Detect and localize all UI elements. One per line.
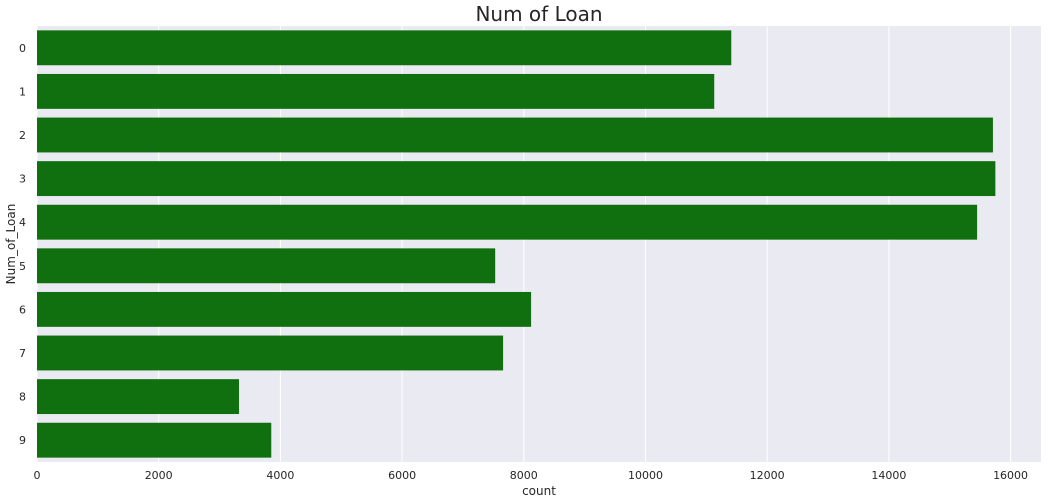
x-tick-label: 2000 bbox=[145, 469, 173, 482]
bar bbox=[37, 73, 715, 109]
y-tick-label: 5 bbox=[19, 260, 26, 273]
y-tick-label: 0 bbox=[19, 42, 26, 55]
bar bbox=[37, 248, 496, 284]
bar bbox=[37, 204, 978, 240]
bar bbox=[37, 422, 272, 458]
x-tick-label: 10000 bbox=[628, 469, 663, 482]
bar bbox=[37, 161, 996, 197]
x-axis-label: count bbox=[522, 484, 556, 498]
y-tick-label: 2 bbox=[19, 129, 26, 142]
y-tick-label: 9 bbox=[19, 434, 26, 447]
bar bbox=[37, 117, 993, 153]
y-tick-label: 4 bbox=[19, 216, 26, 229]
bar bbox=[37, 291, 532, 327]
y-tick-label: 8 bbox=[19, 391, 26, 404]
y-tick-label: 1 bbox=[19, 85, 26, 98]
bar bbox=[37, 30, 732, 66]
x-tick-label: 8000 bbox=[510, 469, 538, 482]
x-tick-label: 6000 bbox=[388, 469, 416, 482]
y-tick-label: 6 bbox=[19, 303, 26, 316]
chart-title: Num of Loan bbox=[475, 2, 602, 26]
y-tick-label: 7 bbox=[19, 347, 26, 360]
x-tick-label: 0 bbox=[34, 469, 41, 482]
x-tick-label: 14000 bbox=[871, 469, 906, 482]
y-tick-label: 3 bbox=[19, 173, 26, 186]
y-tick-labels: 0 1 2 3 4 5 6 7 8 9 bbox=[19, 42, 26, 447]
x-tick-label: 12000 bbox=[750, 469, 785, 482]
y-axis-label: Num_of_Loan bbox=[4, 204, 18, 285]
bar bbox=[37, 335, 504, 371]
bar bbox=[37, 379, 240, 415]
bars bbox=[37, 30, 996, 458]
x-tick-label: 16000 bbox=[993, 469, 1028, 482]
x-tick-labels: 0 2000 4000 6000 8000 10000 12000 14000 16000 bbox=[34, 469, 1029, 482]
x-tick-label: 4000 bbox=[266, 469, 294, 482]
